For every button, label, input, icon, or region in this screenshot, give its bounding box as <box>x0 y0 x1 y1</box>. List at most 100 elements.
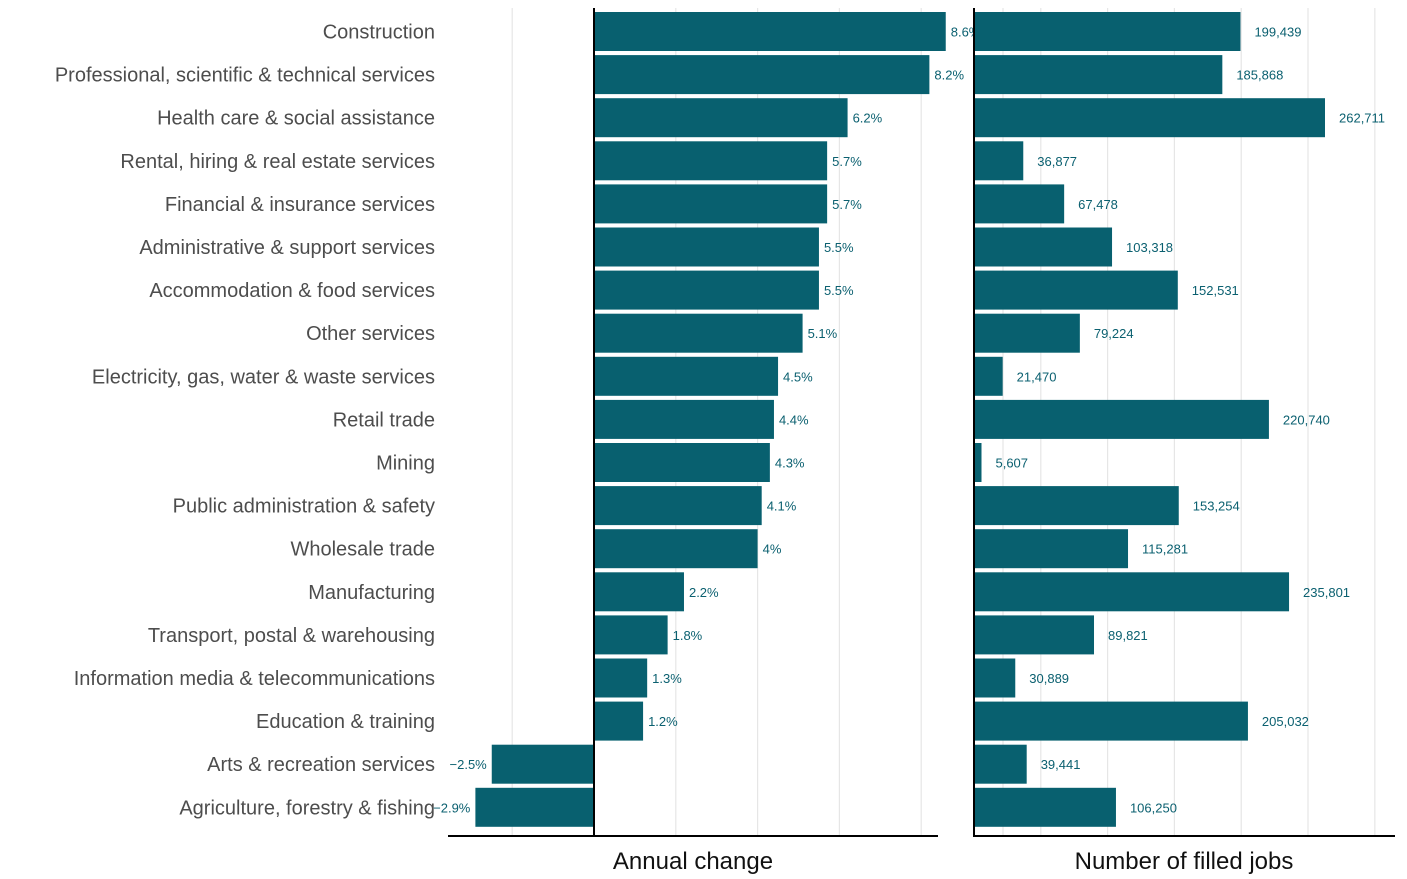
annual-change-bar <box>594 227 819 267</box>
filled-jobs-bar <box>974 270 1178 310</box>
filled-jobs-value-label: 220,740 <box>1283 412 1330 427</box>
annual-change-bar <box>594 615 668 655</box>
filled-jobs-value-label: 21,470 <box>1017 369 1057 384</box>
category-label: Administrative & support services <box>139 237 435 259</box>
annual-change-bar <box>594 399 774 439</box>
annual-change-bar <box>594 529 758 569</box>
filled-jobs-value-label: 205,032 <box>1262 714 1309 729</box>
annual-change-value-label: 4% <box>763 542 782 557</box>
annual-change-bar <box>594 658 648 698</box>
filled-jobs-value-label: 103,318 <box>1126 240 1173 255</box>
category-label: Professional, scientific & technical ser… <box>55 65 435 87</box>
annual-change-value-label: 8.2% <box>934 68 964 83</box>
filled-jobs-value-label: 36,877 <box>1037 154 1077 169</box>
category-label: Public administration & safety <box>173 496 435 518</box>
filled-jobs-bar <box>974 313 1080 353</box>
annual-change-value-label: 5.5% <box>824 240 854 255</box>
annual-change-bars <box>475 12 946 827</box>
filled-jobs-bar <box>974 787 1116 827</box>
filled-jobs-panel: 199,439 185,868 262,711 36,877 67,478 103,318… <box>973 8 1395 875</box>
annual-change-bar <box>594 443 770 482</box>
annual-change-bar <box>491 744 594 784</box>
category-label: Retail trade <box>333 409 435 431</box>
annual-change-value-label: 4.5% <box>783 369 813 384</box>
filled-jobs-bar <box>974 658 1016 698</box>
filled-jobs-value-label: 39,441 <box>1041 757 1081 772</box>
annual-change-bar <box>594 313 803 353</box>
filled-jobs-bar <box>974 356 1003 396</box>
filled-jobs-bar <box>974 227 1113 267</box>
filled-jobs-value-labels: 199,439 185,868 262,711 36,877 67,478 103,318… <box>995 25 1385 816</box>
filled-jobs-bar <box>974 572 1290 612</box>
annual-change-bar <box>594 486 762 526</box>
filled-jobs-bar <box>974 529 1129 569</box>
category-label: Mining <box>376 453 435 475</box>
annual-change-panel: 8.6%8.2%6.2%5.7%5.7%5.5%5.5%5.1%4.5%4.4%… <box>433 8 1004 875</box>
filled-jobs-bars <box>974 12 1325 827</box>
filled-jobs-bar <box>974 55 1223 95</box>
filled-jobs-bar <box>974 98 1325 138</box>
annual-change-bar <box>594 701 644 741</box>
annual-change-value-label: 4.3% <box>775 456 805 471</box>
annual-change-bar <box>594 356 779 396</box>
filled-jobs-value-label: 79,224 <box>1094 326 1134 341</box>
category-label: Financial & insurance services <box>165 194 435 216</box>
filled-jobs-value-label: 5,607 <box>995 456 1028 471</box>
category-labels: Construction Professional, scientific & t… <box>55 22 435 820</box>
category-label: Arts & recreation services <box>207 754 435 776</box>
filled-jobs-bar <box>974 443 982 482</box>
annual-change-value-label: 1.8% <box>673 628 703 643</box>
category-label: Electricity, gas, water & waste services <box>92 366 435 388</box>
filled-jobs-value-label: 262,711 <box>1339 111 1385 126</box>
annual-change-value-labels: 8.6%8.2%6.2%5.7%5.7%5.5%5.5%5.1%4.5%4.4%… <box>433 25 981 816</box>
annual-change-value-label: 4.1% <box>767 499 797 514</box>
filled-jobs-value-label: 89,821 <box>1108 628 1148 643</box>
annual-change-bar <box>594 12 946 51</box>
annual-change-value-label: 1.3% <box>652 671 682 686</box>
filled-jobs-value-label: 30,889 <box>1029 671 1069 686</box>
category-label: Transport, postal & warehousing <box>148 625 435 647</box>
filled-jobs-axis-title: Number of filled jobs <box>1075 848 1294 875</box>
filled-jobs-bar <box>974 184 1065 224</box>
filled-jobs-bar <box>974 486 1179 526</box>
annual-change-value-label: 2.2% <box>689 585 719 600</box>
annual-change-bar <box>594 141 828 181</box>
filled-jobs-bar <box>974 12 1241 51</box>
filled-jobs-value-label: 152,531 <box>1192 283 1239 298</box>
filled-jobs-bar <box>974 141 1024 181</box>
category-label: Wholesale trade <box>290 539 435 561</box>
annual-change-value-label: 5.7% <box>832 197 862 212</box>
filled-jobs-value-label: 185,868 <box>1236 68 1283 83</box>
category-label: Manufacturing <box>308 582 435 604</box>
filled-jobs-value-label: 199,439 <box>1254 25 1301 40</box>
filled-jobs-bar <box>974 744 1027 784</box>
annual-change-value-label: 1.2% <box>648 714 678 729</box>
filled-jobs-bar <box>974 399 1269 439</box>
annual-change-value-label: 6.2% <box>853 111 883 126</box>
category-label: Information media & telecommunications <box>74 668 435 690</box>
filled-jobs-bar <box>974 701 1248 741</box>
filled-jobs-bar <box>974 615 1095 655</box>
category-label: Rental, hiring & real estate services <box>120 151 435 173</box>
category-label: Health care & social assistance <box>157 108 435 130</box>
filled-jobs-value-label: 153,254 <box>1193 499 1240 514</box>
category-label: Education & training <box>256 711 435 733</box>
annual-change-bar <box>594 270 819 310</box>
annual-change-bar <box>594 572 684 612</box>
annual-change-bar <box>594 184 828 224</box>
category-label: Accommodation & food services <box>149 280 435 302</box>
annual-change-value-label: 5.1% <box>808 326 838 341</box>
filled-jobs-value-label: 235,801 <box>1303 585 1350 600</box>
annual-change-value-label: 5.7% <box>832 154 862 169</box>
annual-change-axis-title: Annual change <box>613 848 773 875</box>
category-label: Agriculture, forestry & fishing <box>179 797 435 819</box>
filled-jobs-value-label: 106,250 <box>1130 800 1177 815</box>
filled-jobs-value-label: 115,281 <box>1142 542 1188 557</box>
annual-change-bar <box>475 787 594 827</box>
annual-change-bar <box>594 98 848 138</box>
annual-change-value-label: 4.4% <box>779 412 809 427</box>
category-label: Construction <box>323 22 435 44</box>
annual-change-value-label: −2.9% <box>433 800 471 815</box>
annual-change-bar <box>594 55 930 95</box>
